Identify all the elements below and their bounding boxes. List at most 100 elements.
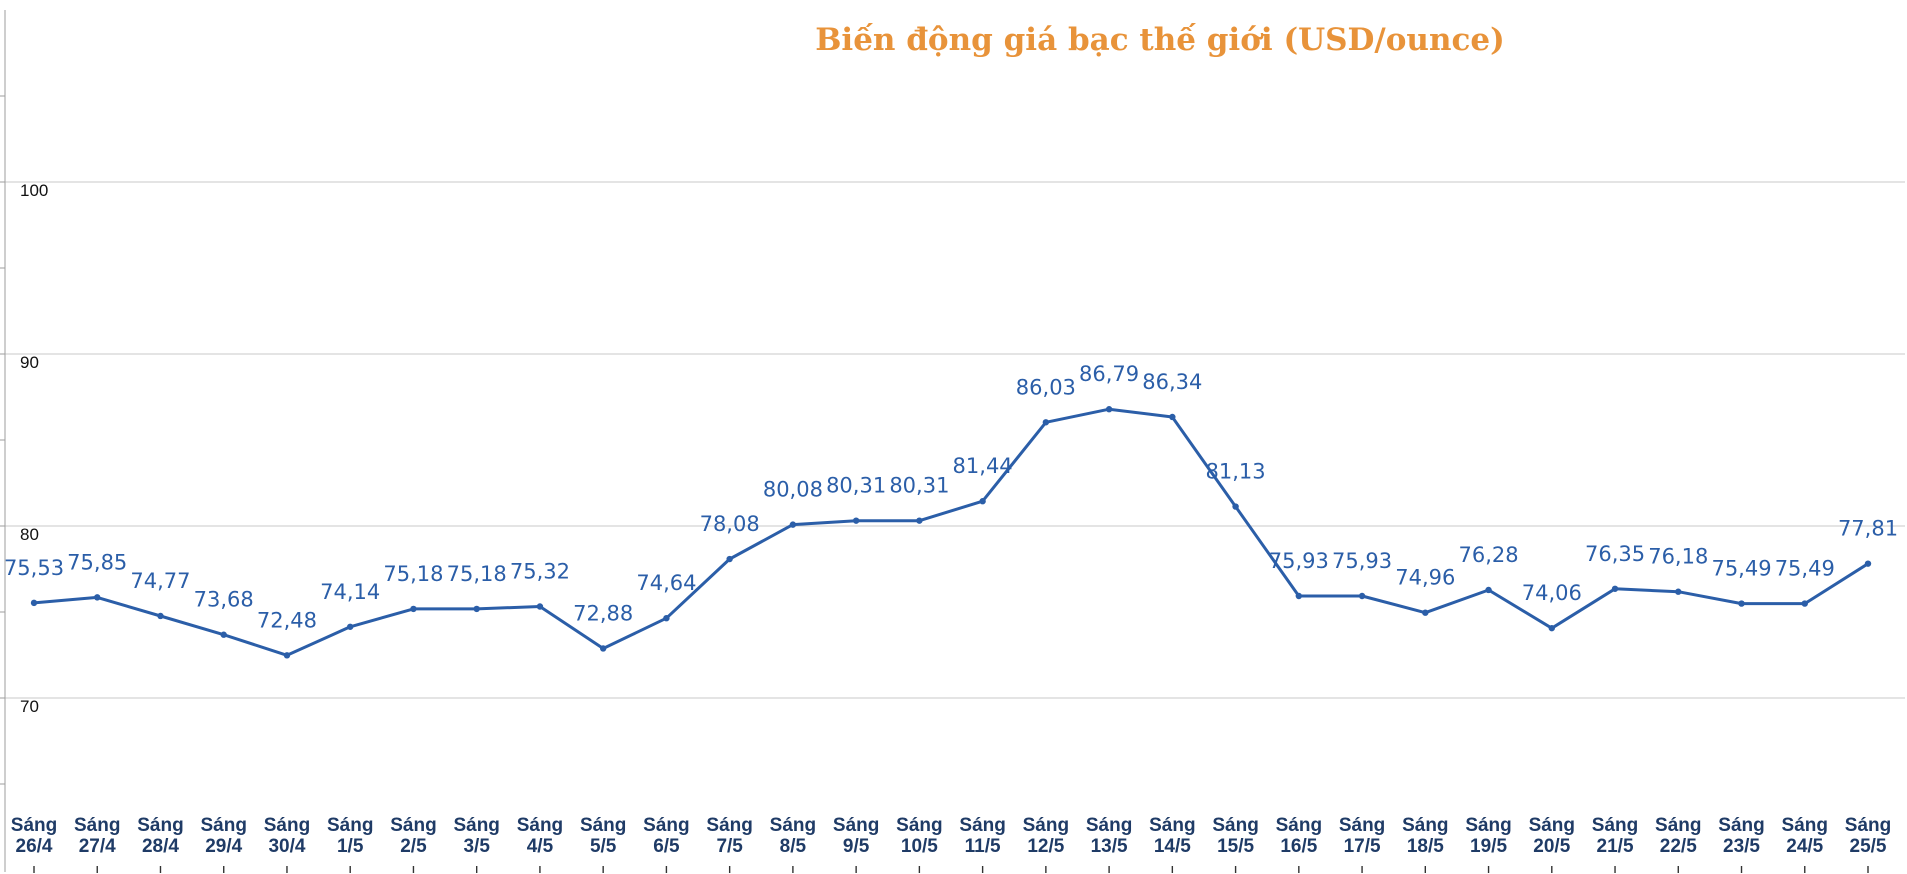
data-label: 72,48 xyxy=(257,608,317,632)
data-label: 86,03 xyxy=(1016,375,1076,399)
x-tick-label: Sáng 8/5 xyxy=(770,815,816,857)
x-tick-label: Sáng 29/4 xyxy=(200,815,246,857)
x-tick-label: Sáng 28/4 xyxy=(137,815,183,857)
data-label: 76,28 xyxy=(1458,543,1518,567)
data-label: 76,18 xyxy=(1648,545,1708,569)
x-tick-label: Sáng 24/5 xyxy=(1782,815,1828,857)
data-point xyxy=(789,521,797,528)
x-tick-label: Sáng 4/5 xyxy=(517,815,563,857)
x-tick-label: Sáng 11/5 xyxy=(959,815,1005,857)
data-point xyxy=(536,603,544,610)
data-label: 86,34 xyxy=(1142,370,1202,394)
x-tick-label: Sáng 15/5 xyxy=(1212,815,1258,857)
x-tick-label: Sáng 19/5 xyxy=(1465,815,1511,857)
x-tick-label: Sáng 12/5 xyxy=(1023,815,1069,857)
data-point xyxy=(726,555,733,563)
data-label: 75,18 xyxy=(383,562,443,586)
data-label: 77,81 xyxy=(1838,517,1898,541)
data-point xyxy=(1611,585,1619,592)
data-point xyxy=(1358,592,1366,600)
y-tick-label-90: 90 xyxy=(20,353,39,372)
data-point xyxy=(916,517,923,524)
series-silver-price xyxy=(30,406,1872,659)
data-point xyxy=(220,631,227,638)
data-point xyxy=(852,517,860,524)
data-point xyxy=(473,605,480,613)
data-point xyxy=(1485,586,1492,594)
data-label: 75,32 xyxy=(510,559,570,583)
x-tick-label: Sáng 21/5 xyxy=(1592,815,1638,857)
data-label: 76,35 xyxy=(1585,542,1645,566)
data-point xyxy=(1422,609,1429,616)
y-tick-label-100: 100 xyxy=(20,181,48,200)
x-axis-tick-labels: Sáng 26/4 Sáng 27/4 Sáng 28/4 Sáng 29/4 Sáng 30/4… xyxy=(11,815,1891,873)
data-label: 75,53 xyxy=(4,556,64,580)
data-label: 74,96 xyxy=(1395,566,1455,590)
data-point xyxy=(410,605,417,613)
x-tick-label: Sáng 2/5 xyxy=(390,815,436,857)
data-point xyxy=(94,594,101,601)
data-label: 75,49 xyxy=(1711,557,1771,581)
chart-title: Biến động giá bạc thế giới (USD/ounce) xyxy=(815,21,1505,58)
x-tick-label: Sáng 20/5 xyxy=(1529,815,1575,857)
x-tick-label: Sáng 13/5 xyxy=(1086,815,1132,857)
data-label: 78,08 xyxy=(700,512,760,536)
data-label: 80,31 xyxy=(889,474,949,498)
data-label: 75,93 xyxy=(1269,549,1329,573)
data-label: 80,31 xyxy=(826,474,886,498)
data-point xyxy=(157,612,164,620)
data-label: 74,64 xyxy=(636,571,696,595)
x-tick-label: Sáng 22/5 xyxy=(1655,815,1701,857)
data-label: 81,13 xyxy=(1206,460,1266,484)
data-point xyxy=(1169,413,1176,421)
data-label: 72,88 xyxy=(573,601,633,625)
data-label: 75,49 xyxy=(1775,557,1835,581)
gridlines xyxy=(5,181,1905,699)
y-axis-tick-marks xyxy=(0,95,5,785)
data-point xyxy=(283,652,291,659)
x-tick-label: Sáng 25/5 xyxy=(1845,815,1891,857)
data-label: 74,06 xyxy=(1522,581,1582,605)
series-line xyxy=(33,407,1869,657)
data-label: 74,77 xyxy=(130,569,190,593)
x-tick-label: Sáng 10/5 xyxy=(896,815,942,857)
data-point xyxy=(1864,560,1872,567)
data-label: 74,14 xyxy=(320,580,380,604)
x-tick-label: Sáng 14/5 xyxy=(1149,815,1195,857)
x-tick-label: Sáng 6/5 xyxy=(643,815,689,857)
x-tick-label: Sáng 1/5 xyxy=(327,815,373,857)
data-label: 81,44 xyxy=(953,454,1013,478)
data-label: 80,08 xyxy=(763,478,823,502)
x-tick-label: Sáng 26/4 xyxy=(11,815,57,857)
x-tick-label: Sáng 5/5 xyxy=(580,815,626,857)
data-point xyxy=(1801,600,1808,607)
data-label: 73,68 xyxy=(194,588,254,612)
x-tick-label: Sáng 30/4 xyxy=(264,815,310,857)
data-point xyxy=(1295,592,1303,600)
y-tick-label-80: 80 xyxy=(20,525,39,544)
x-tick-label: Sáng 17/5 xyxy=(1339,815,1385,857)
data-point xyxy=(599,645,607,652)
x-tick-label: Sáng 9/5 xyxy=(833,815,879,857)
x-tick-label: Sáng 7/5 xyxy=(706,815,752,857)
data-point xyxy=(30,599,38,607)
data-label: 75,85 xyxy=(67,550,127,574)
data-point xyxy=(1232,503,1239,510)
data-point xyxy=(1042,419,1050,426)
x-tick-label: Sáng 16/5 xyxy=(1276,815,1322,857)
y-axis-tick-labels: 70 80 90 100 xyxy=(20,181,48,716)
y-tick-label-70: 70 xyxy=(20,697,39,716)
data-label: 75,93 xyxy=(1332,549,1392,573)
data-point xyxy=(1675,588,1682,595)
data-point xyxy=(979,498,986,505)
x-tick-label: Sáng 27/4 xyxy=(74,815,120,857)
data-point xyxy=(1738,600,1745,607)
x-tick-label: Sáng 23/5 xyxy=(1718,815,1764,857)
x-tick-label: Sáng 3/5 xyxy=(453,815,499,857)
data-point xyxy=(347,623,354,630)
data-point xyxy=(1105,406,1113,413)
data-label: 86,79 xyxy=(1079,362,1139,386)
